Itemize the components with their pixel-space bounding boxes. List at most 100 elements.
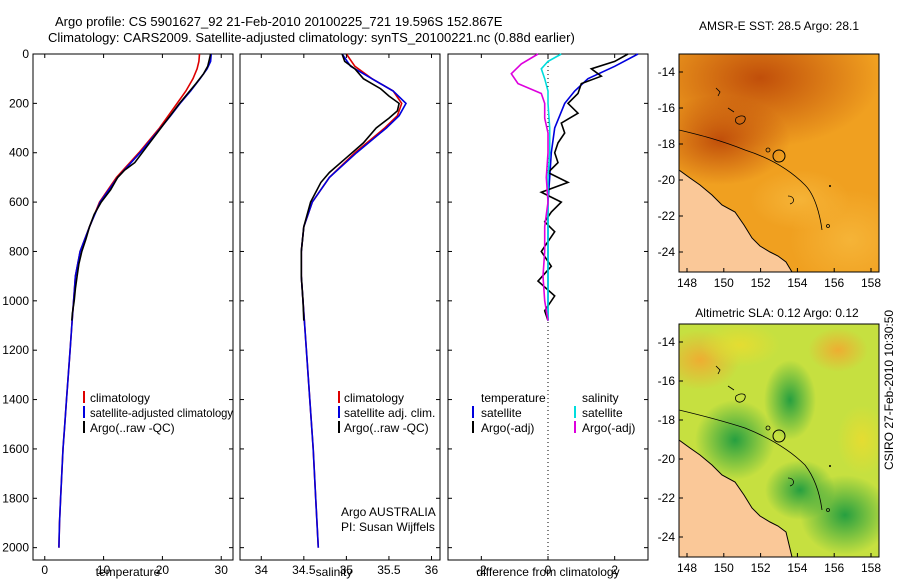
difference-axis-label: difference from climatology [476,565,619,579]
reef-outline [715,87,746,125]
salinity-panel [239,53,441,561]
float-owner-annotation: Argo AUSTRALIA [341,505,436,519]
x-tick-label: 36 [425,563,439,577]
longitude-tick-label: 158 [861,561,881,575]
legend-label-salinity-satellite: satellite [582,406,623,420]
sst-warm-patch [679,95,790,185]
depth-ticks [33,53,648,549]
salinity-series [300,53,407,548]
x-tick-label: 35 [340,563,354,577]
longitude-tick-label: 152 [751,561,771,575]
reef-islet [826,224,830,228]
latitude-tick-label: -18 [658,137,676,151]
sla-low-patch [800,475,879,555]
sla-high-patch [808,328,868,372]
sst-map [679,54,879,272]
depth-axis: 0 200 400 600 800 1000 1200 1400 1600 1800 2000 [2,47,29,555]
latitude-tick-label: -18 [658,413,676,427]
latitude-tick-label: -16 [658,101,676,115]
legend-header-temperature: temperature [481,391,546,405]
x-tick-label: 0 [545,563,552,577]
depth-tick-label: 600 [9,195,29,209]
series-line-climatology [58,53,201,548]
depth-tick-label: 1400 [2,393,29,407]
series-line-salinity-argo-adj [510,53,549,321]
legend-label-temperature-satellite: satellite [481,406,522,420]
series-line-satellite-adjusted-climatology [58,53,212,548]
principal-investigator-annotation: PI: Susan Wijffels [341,520,435,534]
reef-contour [679,129,823,231]
series-line-salinity-satellite [540,53,562,321]
depth-tick-label: 200 [9,96,29,110]
sla-low-patch [764,360,816,440]
float-position-marker [772,429,786,443]
depth-tick-label: 1200 [2,343,29,357]
sla-map-frame [678,323,880,558]
sla-high-patch [837,405,879,475]
depth-tick-label: 1600 [2,442,29,456]
legend-label-climatology: climatology [344,391,404,405]
reef-islet [826,508,830,512]
sla-low-patch [695,400,775,480]
longitude-tick-label: 156 [824,561,844,575]
latitude-tick-label: -22 [658,491,676,505]
longitude-tick-label: 150 [714,276,734,290]
australia-coast [679,439,793,557]
x-tick-label: 30 [215,563,229,577]
float-position-marker [772,149,786,163]
temperature-panel [32,53,234,561]
sst-cool-patch [750,170,850,230]
depth-tick-label: 800 [9,244,29,258]
difference-series [510,53,639,560]
longitude-tick-label: 148 [677,561,697,575]
latitude-tick-label: -16 [658,374,676,388]
series-line-temperature-argo-adj [536,53,629,321]
sst-map-frame [678,53,880,273]
x-tick-label: 20 [156,563,170,577]
x-tick-label: 34.5 [292,563,316,577]
series-line-argo-raw-qc [300,53,400,321]
salinity-x-axis: 34 34.5 35 35.5 36 [255,54,439,577]
depth-tick-label: 2000 [2,541,29,555]
x-tick-label: 0 [41,563,48,577]
legend-label-argo: Argo(..raw -QC) [344,421,429,435]
sla-map-title: Altimetric SLA: 0.12 Argo: 0.12 [695,306,859,320]
reef-islet [829,185,831,187]
sst-map-title: AMSR-E SST: 28.5 Argo: 28.1 [699,19,859,33]
legend-label-satellite-adj: satellite adj. clim. [344,406,435,420]
depth-tick-label: 0 [22,47,29,61]
reef-islet [765,147,771,153]
longitude-tick-label: 154 [787,276,807,290]
reef-islet [829,465,831,467]
chart-title-line-1: Argo profile: CS 5901627_92 21-Feb-2010 … [55,14,503,29]
sla-map-axes: 148 150 152 154 156 158 -14 -16 -18 -20 -22 -24 [658,335,882,575]
depth-tick-label: 1800 [2,491,29,505]
australia-coast [679,169,793,272]
latitude-tick-label: -24 [658,245,676,259]
latitude-tick-label: -22 [658,209,676,223]
reef-outline [715,365,746,403]
latitude-tick-label: -20 [658,452,676,466]
difference-legend: temperature salinity satellite Argo(-adj… [472,391,635,435]
temperature-legend: climatology satellite-adjusted climatolo… [83,391,233,435]
difference-x-axis: -2 0 2 [476,54,618,577]
sst-map-axes: 148 150 152 154 156 158 -14 -16 -18 -20 -22 -24 [658,65,882,290]
legend-label-salinity-argo: Argo(-adj) [582,421,635,435]
longitude-tick-label: 150 [714,561,734,575]
sla-high-patch [700,324,780,367]
series-line-satellite-adj-clim [300,53,407,548]
latitude-tick-label: -20 [658,173,676,187]
salinity-legend: climatology satellite adj. clim. Argo(..… [338,391,435,435]
legend-label-climatology: climatology [90,391,150,405]
longitude-tick-label: 152 [751,276,771,290]
series-line-temperature-satellite [547,53,639,321]
x-tick-label: 10 [97,563,111,577]
depth-tick-label: 1000 [2,294,29,308]
latitude-tick-label: -24 [658,530,676,544]
reef-outline [787,477,794,487]
series-line-argo-raw-qc [71,53,212,321]
sla-map [679,324,879,557]
reef-contour [679,409,823,511]
longitude-tick-label: 156 [824,276,844,290]
latitude-tick-label: -14 [658,335,676,349]
